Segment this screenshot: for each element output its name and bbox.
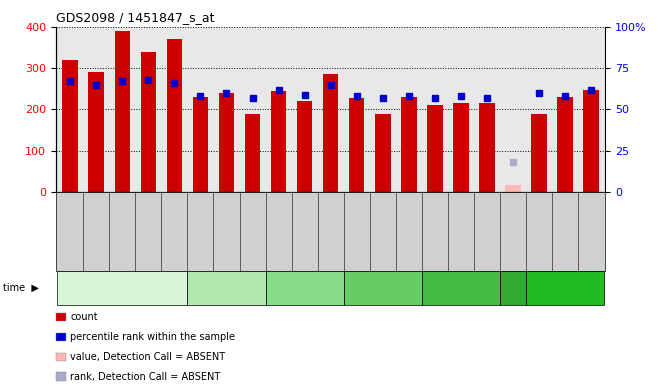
Text: GSM108549: GSM108549	[586, 221, 595, 267]
Text: GSM108553: GSM108553	[352, 221, 361, 267]
Bar	[531, 114, 547, 192]
Bar	[323, 74, 338, 192]
Text: gestation d 18: gestation d 18	[426, 283, 496, 293]
Bar	[193, 97, 209, 192]
Text: GSM108557: GSM108557	[300, 221, 309, 267]
Text: GSM108566: GSM108566	[170, 221, 179, 267]
Bar	[427, 105, 443, 192]
Bar	[141, 52, 156, 192]
Text: GSM108550: GSM108550	[430, 221, 440, 267]
Text: time  ▶: time ▶	[3, 283, 39, 293]
Text: GSM108561: GSM108561	[248, 221, 257, 267]
Text: rank, Detection Call = ABSENT: rank, Detection Call = ABSENT	[70, 372, 220, 382]
Bar	[297, 101, 313, 192]
Bar	[166, 39, 182, 192]
Text: GSM108554: GSM108554	[378, 221, 387, 267]
Bar	[479, 103, 495, 192]
Text: gestation d 11: gestation d 11	[87, 283, 157, 293]
Bar	[88, 72, 104, 192]
Bar	[453, 103, 468, 192]
Text: GSM108558: GSM108558	[326, 221, 335, 267]
Bar	[349, 98, 365, 192]
Bar	[270, 91, 286, 192]
Text: GSM108547: GSM108547	[534, 221, 544, 267]
Text: postn
atal d
0.5: postn atal d 0.5	[502, 273, 524, 303]
Text: GSM108548: GSM108548	[561, 221, 570, 267]
Text: GSM108556: GSM108556	[274, 221, 283, 267]
Bar	[218, 93, 234, 192]
Text: GSM108559: GSM108559	[196, 221, 205, 267]
Text: count: count	[70, 312, 98, 322]
Text: GSM108555: GSM108555	[404, 221, 413, 267]
Text: GSM108567: GSM108567	[509, 221, 517, 267]
Text: GSM108562: GSM108562	[66, 221, 75, 267]
Bar	[63, 60, 78, 192]
Bar	[245, 114, 261, 192]
Text: GSM108560: GSM108560	[222, 221, 231, 267]
Bar	[401, 97, 417, 192]
Text: postnatal d 2: postnatal d 2	[533, 283, 597, 293]
Text: GSM108563: GSM108563	[91, 221, 101, 267]
Text: GDS2098 / 1451847_s_at: GDS2098 / 1451847_s_at	[56, 12, 215, 25]
Text: gestation d 16: gestation d 16	[347, 283, 418, 293]
Text: gestation d 12: gestation d 12	[191, 283, 262, 293]
Bar	[375, 114, 391, 192]
Bar	[505, 185, 520, 192]
Bar	[583, 89, 599, 192]
Text: GSM108552: GSM108552	[482, 221, 492, 267]
Text: GSM108551: GSM108551	[457, 221, 465, 267]
Text: GSM108564: GSM108564	[118, 221, 127, 267]
Text: percentile rank within the sample: percentile rank within the sample	[70, 332, 236, 342]
Text: gestation d 14: gestation d 14	[269, 283, 340, 293]
Bar	[557, 97, 573, 192]
Bar	[114, 31, 130, 192]
Text: GSM108565: GSM108565	[144, 221, 153, 267]
Text: value, Detection Call = ABSENT: value, Detection Call = ABSENT	[70, 352, 226, 362]
